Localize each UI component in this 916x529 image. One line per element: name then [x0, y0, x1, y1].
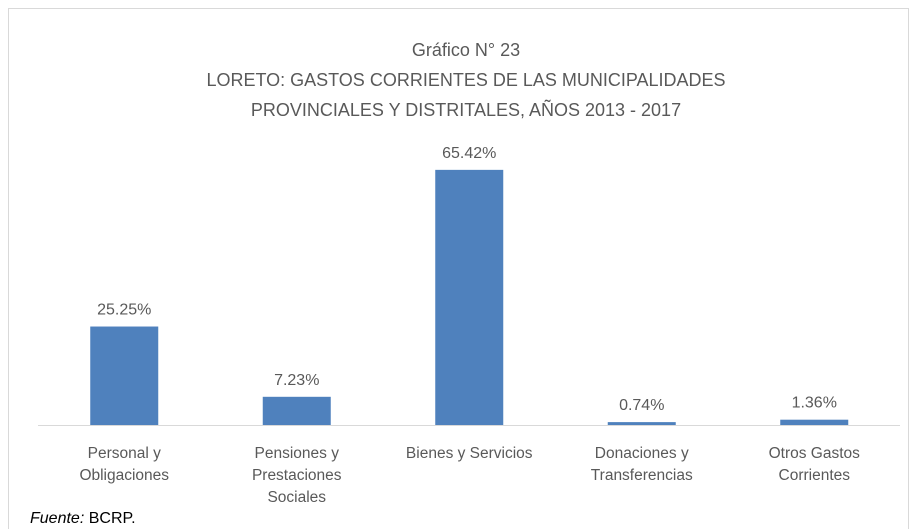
source-label: Fuente:: [30, 510, 85, 527]
source: Fuente: BCRP.: [30, 510, 136, 528]
bar: [607, 422, 676, 425]
value-label: 1.36%: [792, 395, 837, 412]
chart-title: Gráfico N° 23: [412, 40, 520, 60]
bar: [262, 396, 331, 425]
bar: [780, 419, 849, 425]
value-label: 7.23%: [274, 372, 319, 389]
bar: [90, 326, 159, 425]
value-label: 65.42%: [442, 145, 496, 162]
source-text: BCRP.: [88, 510, 136, 527]
bar: [435, 169, 504, 425]
x-tick-label: Otros Gastos Corrientes: [768, 445, 860, 484]
chart-border: [8, 8, 909, 529]
x-tick-label: Bienes y Servicios: [405, 445, 533, 462]
chart-title: LORETO: GASTOS CORRIENTES DE LAS MUNICIP…: [206, 70, 725, 90]
x-tick-label: Personal y Obligaciones: [79, 445, 170, 484]
value-label: 0.74%: [619, 397, 664, 414]
x-tick-label: Donaciones y Transferencias: [590, 445, 693, 484]
x-tick-label: Pensiones y Prestaciones Sociales: [251, 445, 342, 506]
value-label: 25.25%: [97, 302, 151, 319]
chart-title: PROVINCIALES Y DISTRITALES, AÑOS 2013 - …: [251, 99, 681, 120]
